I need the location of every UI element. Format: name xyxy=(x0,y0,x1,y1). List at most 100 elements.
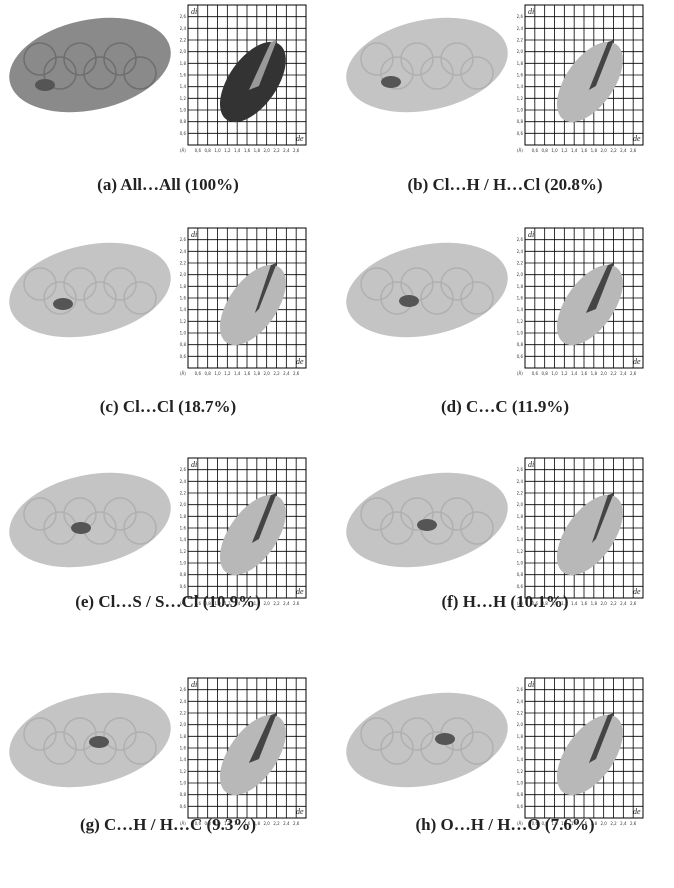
y-tick-label: 1,4 xyxy=(517,84,524,89)
y-tick-label: 2,6 xyxy=(180,237,187,242)
panel: dide(Å)0,60,60,80,81,01,01,21,21,41,41,6… xyxy=(337,228,643,416)
x-tick-label: 2,6 xyxy=(293,148,300,153)
y-tick-label: 1,8 xyxy=(517,284,524,289)
y-tick-label: 0,6 xyxy=(180,354,187,359)
x-tick-label: 1,6 xyxy=(244,371,251,376)
axis-label: di xyxy=(528,230,534,239)
x-tick-label: 0,6 xyxy=(532,148,539,153)
y-tick-label: 2,2 xyxy=(180,491,187,496)
x-tick-label: 2,2 xyxy=(273,148,280,153)
axis-label: di xyxy=(528,460,534,469)
y-tick-label: 0,8 xyxy=(180,342,187,347)
x-tick-label: 0,6 xyxy=(195,371,202,376)
y-tick-label: 1,8 xyxy=(517,734,524,739)
axis-unit: (Å) xyxy=(517,371,523,376)
caption: (b) Cl…H / H…Cl (20.8%) xyxy=(407,175,602,194)
x-tick-label: 2,4 xyxy=(620,148,627,153)
y-tick-label: 0,6 xyxy=(180,131,187,136)
x-tick-label: 1,4 xyxy=(234,371,241,376)
contact-spot xyxy=(381,76,401,88)
caption: (f) H…H (10.1%) xyxy=(441,592,568,611)
panel: dide(Å)0,60,60,80,81,01,01,21,21,41,41,6… xyxy=(0,4,306,194)
contact-spot xyxy=(435,733,455,745)
x-tick-label: 2,2 xyxy=(273,821,280,826)
x-tick-label: 1,2 xyxy=(224,148,231,153)
y-tick-label: 1,2 xyxy=(517,319,524,324)
caption: (e) Cl…S / S…Cl (10.9%) xyxy=(75,592,261,611)
x-tick-label: 2,6 xyxy=(630,371,637,376)
caption: (h) O…H / H…O (7.6%) xyxy=(416,815,595,834)
y-tick-label: 1,8 xyxy=(180,61,187,66)
panel: dide(Å)0,60,60,80,81,01,01,21,21,41,41,6… xyxy=(0,458,306,611)
molecule-surface xyxy=(0,459,179,581)
y-tick-label: 1,4 xyxy=(517,537,524,542)
y-tick-label: 2,0 xyxy=(517,502,524,507)
x-tick-label: 2,2 xyxy=(610,148,617,153)
y-tick-label: 1,6 xyxy=(180,73,187,78)
x-tick-label: 1,2 xyxy=(561,371,568,376)
y-tick-label: 1,6 xyxy=(517,526,524,531)
y-tick-label: 2,0 xyxy=(517,49,524,54)
y-tick-label: 2,4 xyxy=(180,479,187,484)
caption: (c) Cl…Cl (18.7%) xyxy=(100,397,236,416)
axis-label: di xyxy=(528,680,534,689)
y-tick-label: 1,4 xyxy=(180,537,187,542)
axis-label: de xyxy=(633,134,641,143)
y-tick-label: 2,4 xyxy=(180,249,187,254)
x-tick-label: 1,8 xyxy=(591,601,598,606)
x-tick-label: 1,6 xyxy=(581,601,588,606)
y-tick-label: 1,2 xyxy=(180,96,187,101)
x-tick-label: 1,4 xyxy=(571,148,578,153)
y-tick-label: 1,8 xyxy=(180,734,187,739)
y-tick-label: 1,2 xyxy=(517,769,524,774)
panel: dide(Å)0,60,60,80,81,01,01,21,21,41,41,6… xyxy=(0,678,306,834)
axis-label: de xyxy=(296,587,304,596)
y-tick-label: 2,2 xyxy=(180,38,187,43)
y-tick-label: 1,0 xyxy=(180,781,187,786)
axis-unit: (Å) xyxy=(180,371,186,376)
x-tick-label: 1,8 xyxy=(591,371,598,376)
x-tick-label: 1,4 xyxy=(234,148,241,153)
x-tick-label: 2,0 xyxy=(600,371,607,376)
y-tick-label: 1,4 xyxy=(180,84,187,89)
y-tick-label: 1,0 xyxy=(517,781,524,786)
x-tick-label: 1,8 xyxy=(254,148,261,153)
contact-spot xyxy=(89,736,109,748)
panel: dide(Å)0,60,60,80,81,01,01,21,21,41,41,6… xyxy=(337,458,643,611)
y-tick-label: 1,4 xyxy=(517,757,524,762)
x-tick-label: 2,4 xyxy=(283,821,290,826)
y-tick-label: 2,6 xyxy=(517,237,524,242)
x-tick-label: 2,0 xyxy=(263,821,270,826)
y-tick-label: 1,0 xyxy=(517,561,524,566)
x-tick-label: 2,2 xyxy=(273,371,280,376)
y-tick-label: 2,2 xyxy=(180,711,187,716)
y-tick-label: 2,6 xyxy=(180,687,187,692)
x-tick-label: 2,4 xyxy=(620,371,627,376)
y-tick-label: 1,6 xyxy=(180,746,187,751)
x-tick-label: 1,4 xyxy=(571,601,578,606)
axis-label: di xyxy=(528,7,534,16)
panel: dide(Å)0,60,60,80,81,01,01,21,21,41,41,6… xyxy=(337,4,643,194)
y-tick-label: 0,8 xyxy=(180,792,187,797)
caption: (d) C…C (11.9%) xyxy=(441,397,569,416)
y-tick-label: 2,2 xyxy=(517,491,524,496)
y-tick-label: 1,0 xyxy=(180,331,187,336)
x-tick-label: 1,2 xyxy=(224,371,231,376)
y-tick-label: 2,6 xyxy=(180,467,187,472)
x-tick-label: 2,2 xyxy=(273,601,280,606)
panel: dide(Å)0,60,60,80,81,01,01,21,21,41,41,6… xyxy=(337,678,643,834)
y-tick-label: 1,6 xyxy=(517,296,524,301)
y-tick-label: 1,2 xyxy=(180,769,187,774)
axis-unit: (Å) xyxy=(180,148,186,153)
axis-label: de xyxy=(633,587,641,596)
contact-spot xyxy=(35,79,55,91)
axis-label: di xyxy=(191,460,197,469)
x-tick-label: 1,8 xyxy=(591,148,598,153)
y-tick-label: 1,6 xyxy=(517,746,524,751)
y-tick-label: 2,2 xyxy=(517,711,524,716)
y-tick-label: 0,6 xyxy=(517,584,524,589)
y-tick-label: 2,0 xyxy=(517,722,524,727)
y-tick-label: 1,8 xyxy=(180,514,187,519)
y-tick-label: 2,4 xyxy=(180,699,187,704)
y-tick-label: 0,8 xyxy=(517,119,524,124)
